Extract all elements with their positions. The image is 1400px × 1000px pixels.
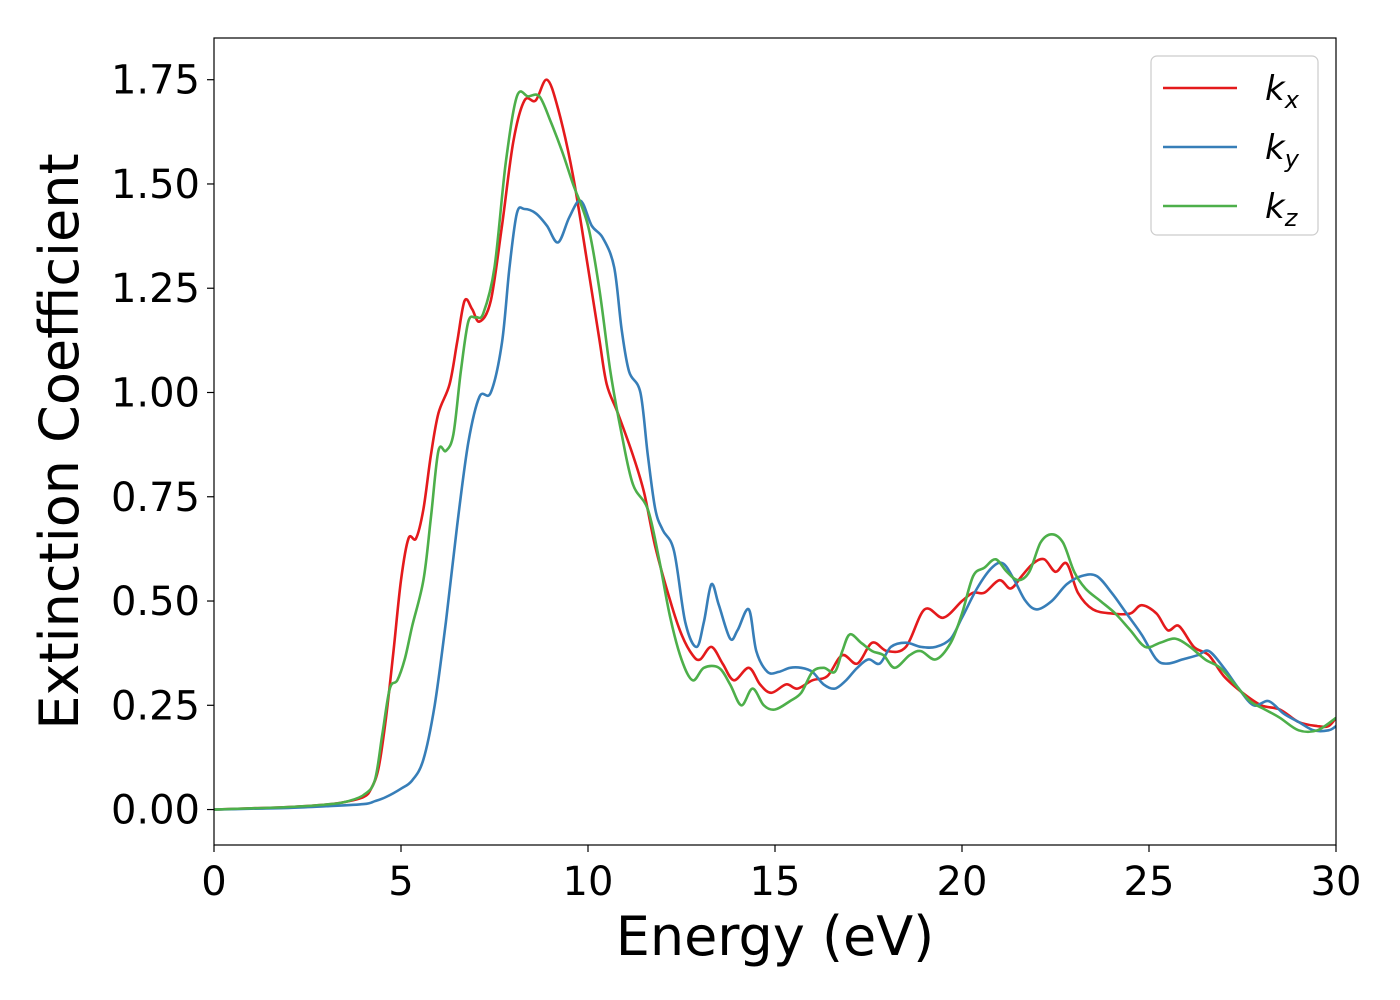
plot-lines [214,78,1336,811]
y-tick-label: 1.25 [111,266,200,312]
y-tick-label: 1.75 [111,58,200,104]
legend-label-kx: kx [1265,69,1300,114]
x-tick-label: 10 [563,859,614,905]
x-tick-label: 25 [1124,859,1175,905]
x-tick-label: 15 [750,859,801,905]
series-line-kx [214,78,1336,811]
y-axis: 0.00 0.25 0.50 0.75 1.00 1.25 1.50 1.75 [111,58,214,834]
legend-box [1150,55,1319,236]
x-axis: 0 5 10 15 20 25 30 [201,845,1361,905]
legend: kx ky kz [1150,55,1319,236]
x-tick-label: 0 [201,859,226,905]
y-tick-label: 0.25 [111,683,200,729]
y-tick-label: 0.75 [111,475,200,521]
y-tick-label: 0.50 [111,579,200,625]
x-tick-label: 5 [388,859,413,905]
series-line-ky [214,199,1336,811]
y-tick-label: 0.00 [111,788,200,834]
x-axis-title: Energy (eV) [616,905,935,968]
y-axis-title: Extinction Coefficient [28,153,91,729]
x-tick-label: 20 [937,859,988,905]
y-tick-label: 1.50 [111,162,200,208]
series-line-kz [214,90,1336,811]
legend-label-ky: ky [1265,128,1300,173]
y-tick-label: 1.00 [111,370,200,416]
x-tick-label: 30 [1311,859,1362,905]
legend-label-kz: kz [1265,187,1299,232]
